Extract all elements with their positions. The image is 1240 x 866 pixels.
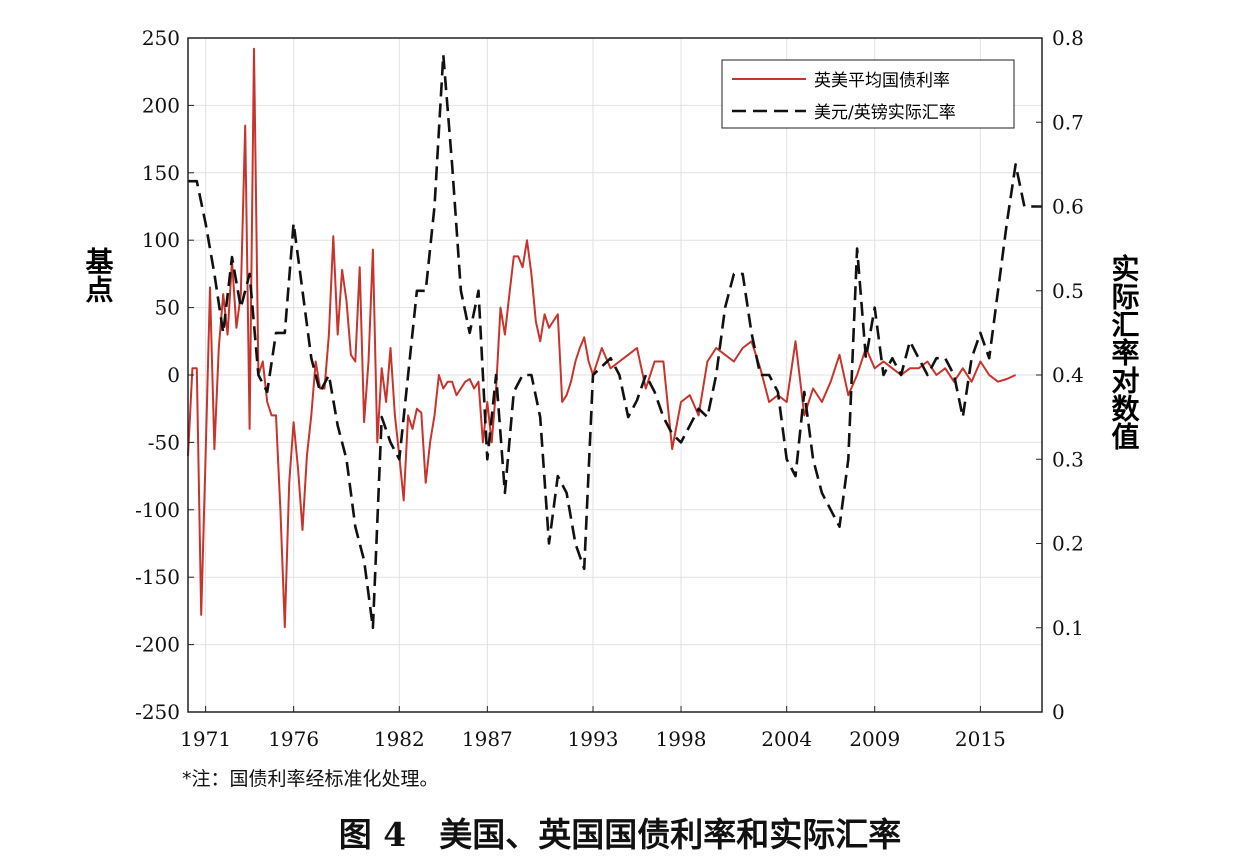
x-tick-label: 1993: [568, 727, 619, 751]
right-axis-ticks: 0 0.1 0.2 0.3 0.4 0.5 0.6 0.7 0.8: [1036, 26, 1084, 724]
series-line-rate: [187, 47, 1017, 629]
x-tick-label: 2015: [955, 727, 1006, 751]
x-tick-label: 2004: [761, 727, 812, 751]
series-layer: [187, 47, 1042, 630]
left-tick-label: -150: [135, 565, 180, 589]
right-tick-label: 0.1: [1052, 616, 1084, 640]
legend: 英美平均国债利率 美元/英镑实际汇率: [721, 59, 1015, 129]
left-tick-label: 0: [167, 363, 180, 387]
left-tick-label: 100: [142, 228, 180, 252]
x-axis-ticks: 1971 1976 1982 1987 1993 1998 2004 2009 2015: [180, 706, 1006, 751]
left-tick-label: -200: [135, 633, 180, 657]
chart-footnote: *注：国债利率经标准化处理。: [182, 768, 439, 790]
figure-caption: 图 4 美国、英国国债利率和实际汇率: [338, 815, 902, 854]
right-axis-label: 实际汇率对数值: [1108, 253, 1141, 451]
x-tick-label: 1987: [462, 727, 513, 751]
series-line-fx: [188, 53, 1042, 630]
left-axis-label: 基点: [82, 247, 115, 303]
left-tick-label: 50: [155, 296, 180, 320]
legend-label-rate: 英美平均国债利率: [814, 71, 950, 91]
left-tick-label: -250: [135, 700, 180, 724]
x-tick-label: 1971: [180, 727, 231, 751]
left-tick-label: 200: [142, 93, 180, 117]
right-tick-label: 0.5: [1052, 279, 1084, 303]
x-tick-label: 1982: [374, 727, 425, 751]
left-tick-label: -50: [148, 430, 180, 454]
x-tick-label: 1998: [656, 727, 707, 751]
right-tick-label: 0.2: [1052, 532, 1084, 556]
left-tick-label: 150: [142, 161, 180, 185]
left-tick-label: 250: [142, 26, 180, 50]
right-tick-label: 0.4: [1052, 363, 1084, 387]
right-tick-label: 0.6: [1052, 195, 1084, 219]
right-tick-label: 0.3: [1052, 447, 1084, 471]
left-axis-ticks: -250 -200 -150 -100 -50 0 50 100 150 200 250: [135, 26, 194, 724]
legend-box: [721, 59, 1015, 129]
x-tick-label: 2009: [849, 727, 900, 751]
right-tick-label: 0.8: [1052, 26, 1084, 50]
x-tick-label: 1976: [268, 727, 319, 751]
legend-label-fx: 美元/英镑实际汇率: [814, 103, 956, 123]
right-tick-label: 0: [1052, 700, 1065, 724]
right-tick-label: 0.7: [1052, 110, 1084, 134]
left-tick-label: -100: [135, 498, 180, 522]
